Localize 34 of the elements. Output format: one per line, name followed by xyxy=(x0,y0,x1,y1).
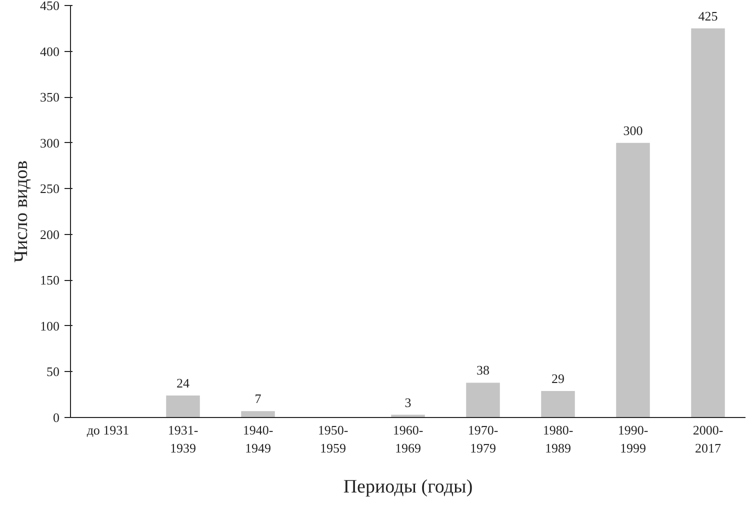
x-tick-label: 1970- 1979 xyxy=(468,422,498,456)
x-tick-label: 1931- 1939 xyxy=(168,422,198,456)
bar xyxy=(166,396,200,418)
x-tick-label: 1980- 1989 xyxy=(542,422,574,456)
x-tick-label: 1940- 1949 xyxy=(242,422,274,456)
x-tick-label: 1950- 1959 xyxy=(318,422,348,456)
data-label: 3 xyxy=(404,394,412,410)
x-tick-label: 1990- 1999 xyxy=(618,422,648,456)
data-label: 300 xyxy=(623,122,643,138)
data-label: 29 xyxy=(552,370,564,386)
data-label: 7 xyxy=(254,391,262,406)
y-tick-label: 450 xyxy=(40,0,60,13)
bar xyxy=(691,28,725,418)
y-tick-label: 200 xyxy=(40,226,60,242)
bar xyxy=(241,411,275,418)
y-tick-label: 300 xyxy=(40,135,60,150)
y-tick-label: 150 xyxy=(40,272,60,288)
bar xyxy=(616,142,650,418)
bar xyxy=(541,390,575,418)
bar xyxy=(466,382,500,418)
x-tick-label: до 1931 xyxy=(86,422,130,438)
x-tick-label: 2000- 2017 xyxy=(692,422,724,456)
y-tick-label: 400 xyxy=(40,44,60,59)
y-tick-label: 250 xyxy=(40,181,60,196)
data-label: 24 xyxy=(176,376,190,391)
y-tick-label: 350 xyxy=(40,90,60,105)
y-tick-label: 0 xyxy=(53,410,60,425)
data-label: 38 xyxy=(476,362,490,378)
y-tick-label: 50 xyxy=(46,364,60,380)
y-axis-title: Число видов xyxy=(11,160,32,262)
x-tick-label: 1960- 1969 xyxy=(392,422,424,456)
x-axis-title: Периоды (годы) xyxy=(343,476,473,498)
data-label: 425 xyxy=(698,8,718,24)
y-tick-label: 100 xyxy=(40,318,60,334)
